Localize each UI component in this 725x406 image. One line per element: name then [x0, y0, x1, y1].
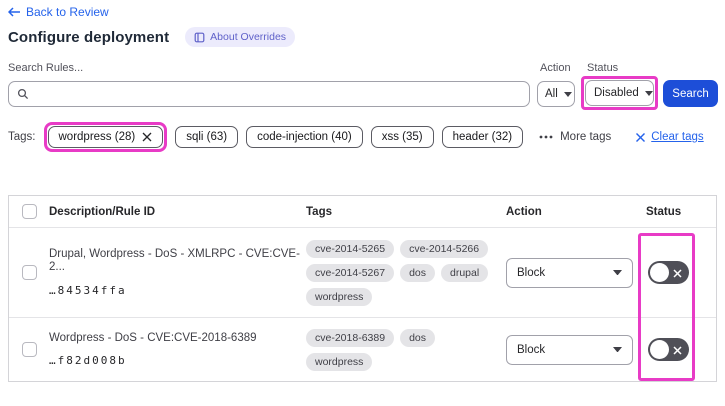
search-icon: [17, 88, 29, 100]
rule-description-cell: Drupal, Wordpress - DoS - XMLRPC - CVE:C…: [49, 248, 306, 298]
search-rules-field: [8, 81, 530, 107]
status-dropdown-value: Disabled: [594, 87, 639, 99]
back-link-label: Back to Review: [26, 5, 109, 19]
page-title: Configure deployment: [8, 28, 170, 46]
tag-filter[interactable]: xss (35): [370, 126, 434, 148]
tag-filter-list: sqli (63) code-injection (40) xss (35) head…: [175, 126, 524, 148]
row-checkbox[interactable]: [22, 265, 37, 280]
clear-tags-button[interactable]: Clear tags: [635, 131, 704, 143]
select-all-checkbox[interactable]: [22, 204, 37, 219]
ellipsis-icon: [539, 135, 553, 139]
status-toggle[interactable]: [648, 261, 689, 284]
tag-badge: cve-2014-5266: [400, 239, 489, 258]
tag-badge: dos: [400, 263, 435, 282]
tags-bar: Tags: wordpress (28) sqli (63) code-injec…: [8, 120, 704, 154]
more-tags-label: More tags: [560, 131, 612, 143]
selected-tag-highlight: wordpress (28): [43, 122, 168, 152]
rule-description: Wordpress - DoS - CVE:CVE-2018-6389: [49, 331, 257, 344]
tags-label: Tags:: [8, 131, 36, 143]
toggle-knob: [650, 263, 669, 282]
action-filter-label: Action: [540, 62, 571, 74]
status-toggle[interactable]: [648, 338, 689, 361]
status-filter-label: Status: [587, 62, 619, 74]
tag-badge: drupal: [441, 263, 489, 282]
search-rules-input[interactable]: [35, 87, 521, 101]
about-overrides-badge[interactable]: About Overrides: [185, 27, 296, 47]
tag-filter[interactable]: header (32): [441, 126, 524, 148]
search-rules-label: Search Rules...: [8, 62, 84, 74]
tag-badge: wordpress: [306, 287, 373, 306]
status-dropdown[interactable]: Disabled: [585, 80, 654, 106]
toggle-knob: [650, 340, 669, 359]
column-tags: Tags: [306, 205, 332, 218]
action-select-value: Block: [517, 343, 546, 356]
more-tags-button[interactable]: More tags: [539, 131, 611, 143]
caret-down-icon: [613, 269, 622, 276]
search-button[interactable]: Search: [663, 80, 718, 107]
rule-tags-cell: cve-2014-5265 cve-2014-5266 cve-2014-5267 d…: [306, 239, 506, 306]
caret-down-icon: [563, 91, 572, 97]
row-checkbox[interactable]: [22, 342, 37, 357]
selected-tag-label: wordpress (28): [58, 131, 136, 143]
rule-id: …84534ffa: [49, 284, 127, 298]
table-row: Drupal, Wordpress - DoS - XMLRPC - CVE:C…: [9, 228, 716, 318]
caret-down-icon: [613, 346, 622, 353]
action-dropdown[interactable]: All: [537, 81, 575, 107]
column-action: Action: [506, 205, 542, 218]
status-dropdown-highlight: Disabled: [581, 76, 658, 110]
toggle-off-x-icon: [673, 268, 682, 278]
action-select[interactable]: Block: [506, 257, 633, 288]
page-header: Configure deployment About Overrides: [8, 27, 296, 47]
rule-description: Drupal, Wordpress - DoS - XMLRPC - CVE:C…: [49, 247, 300, 274]
tag-filter[interactable]: code-injection (40): [246, 126, 363, 148]
toggle-off-x-icon: [673, 345, 682, 355]
about-overrides-label: About Overrides: [210, 31, 287, 43]
action-dropdown-value: All: [545, 88, 558, 100]
rule-description-cell: Wordpress - DoS - CVE:CVE-2018-6389 …f82…: [49, 332, 306, 368]
rule-tags-cell: cve-2018-6389 dos wordpress: [306, 328, 506, 371]
tag-badge: wordpress: [306, 352, 373, 371]
back-to-review-link[interactable]: Back to Review: [8, 5, 109, 19]
tag-badge: cve-2018-6389: [306, 328, 395, 347]
rules-table: Description/Rule ID Tags Action Status D…: [8, 195, 717, 382]
tag-filter[interactable]: sqli (63): [175, 126, 239, 148]
remove-tag-icon[interactable]: [142, 132, 152, 142]
back-arrow-icon: [8, 7, 21, 17]
clear-tags-label: Clear tags: [651, 131, 704, 143]
column-status: Status: [646, 205, 682, 218]
column-description: Description/Rule ID: [49, 205, 156, 218]
clear-x-icon: [635, 132, 646, 143]
table-header-row: Description/Rule ID Tags Action Status: [9, 196, 716, 228]
rule-id: …f82d008b: [49, 354, 127, 368]
action-select-value: Block: [517, 266, 546, 279]
tag-badge: dos: [400, 328, 435, 347]
action-select[interactable]: Block: [506, 334, 633, 365]
tag-badge: cve-2014-5267: [306, 263, 395, 282]
caret-down-icon: [644, 90, 653, 96]
table-row: Wordpress - DoS - CVE:CVE-2018-6389 …f82…: [9, 318, 716, 381]
tag-badge: cve-2014-5265: [306, 239, 395, 258]
book-icon: [194, 32, 205, 43]
tag-filter-wordpress[interactable]: wordpress (28): [47, 126, 164, 148]
